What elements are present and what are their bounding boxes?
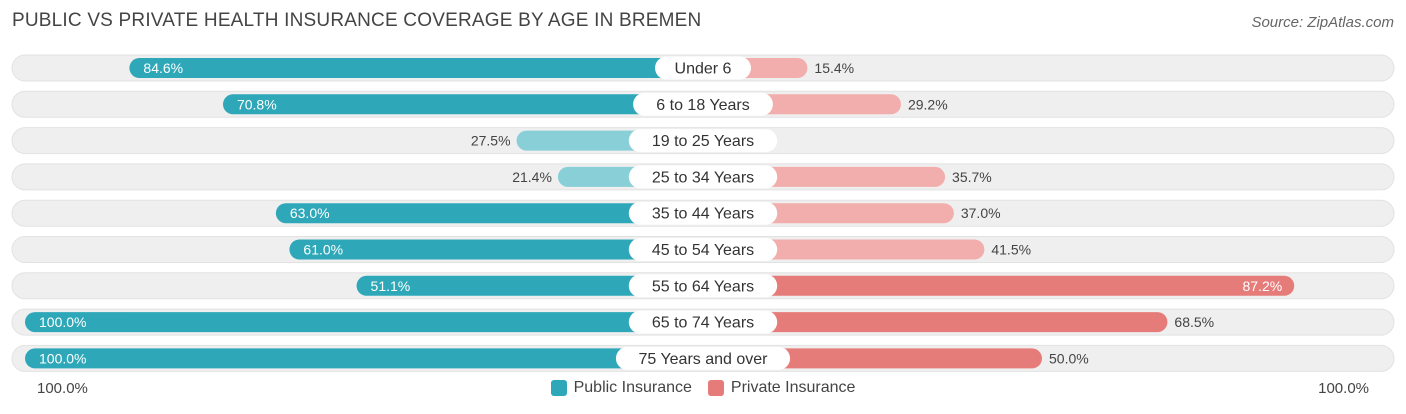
public-bar [275, 203, 703, 224]
legend: Public Insurance Private Insurance [0, 379, 1406, 397]
private-value-label: 29.2% [908, 96, 948, 112]
private-bar [703, 275, 1295, 296]
category-label: Under 6 [675, 61, 732, 78]
public-value-label: 100.0% [39, 350, 86, 366]
public-value-label: 61.0% [303, 242, 343, 258]
category-pill [615, 346, 791, 370]
public-bar [25, 312, 703, 333]
category-pill [628, 129, 778, 153]
category-pill [655, 56, 751, 80]
axis-right-label: 100.0% [1318, 380, 1369, 397]
category-label: 19 to 25 Years [652, 133, 754, 150]
public-value-label: 84.6% [143, 60, 183, 76]
legend-label-public: Public Insurance [573, 379, 692, 396]
public-bar [289, 239, 703, 260]
public-value-label: 21.4% [512, 169, 552, 185]
private-value-label: 87.2% [1243, 278, 1283, 294]
legend-label-private: Private Insurance [730, 379, 856, 396]
public-bar [25, 348, 703, 369]
chart-title: PUBLIC VS PRIVATE HEALTH INSURANCE COVER… [12, 10, 702, 31]
category-label: 75 Years and over [639, 351, 769, 368]
legend-swatch-private [707, 380, 724, 396]
public-value-label: 27.5% [471, 133, 511, 149]
legend-item-private: Private Insurance [707, 379, 856, 397]
private-value-label: 41.5% [991, 242, 1031, 258]
private-value-label: 15.4% [814, 60, 854, 76]
public-value-label: 70.8% [237, 96, 277, 112]
public-bar [222, 94, 703, 115]
private-value-label: 50.0% [1049, 350, 1089, 366]
private-value-label: 68.5% [1174, 314, 1214, 330]
public-value-label: 51.1% [371, 278, 411, 294]
category-pill [628, 274, 778, 298]
public-bar [129, 58, 704, 78]
category-label: 55 to 64 Years [652, 278, 754, 295]
public-value-label: 100.0% [39, 314, 86, 330]
private-value-label: 37.0% [961, 205, 1001, 221]
legend-item-public: Public Insurance [550, 379, 692, 397]
private-value-label: 35.7% [952, 169, 992, 185]
category-label: 65 to 74 Years [652, 315, 754, 332]
category-label: 45 to 54 Years [652, 242, 754, 259]
category-label: 35 to 44 Years [652, 206, 754, 223]
source-label: Source: ZipAtlas.com [1251, 14, 1394, 31]
legend-swatch-public [550, 380, 567, 396]
category-pill [633, 92, 773, 116]
private-bar [703, 312, 1168, 333]
axis-left-label: 100.0% [37, 380, 88, 397]
category-pill [628, 238, 778, 261]
category-pill [628, 165, 778, 189]
category-label: 6 to 18 Years [656, 97, 749, 114]
category-pill [628, 201, 778, 225]
public-bar [356, 275, 703, 296]
category-pill [628, 310, 778, 334]
public-value-label: 63.0% [290, 205, 330, 221]
category-label: 25 to 34 Years [652, 169, 754, 186]
